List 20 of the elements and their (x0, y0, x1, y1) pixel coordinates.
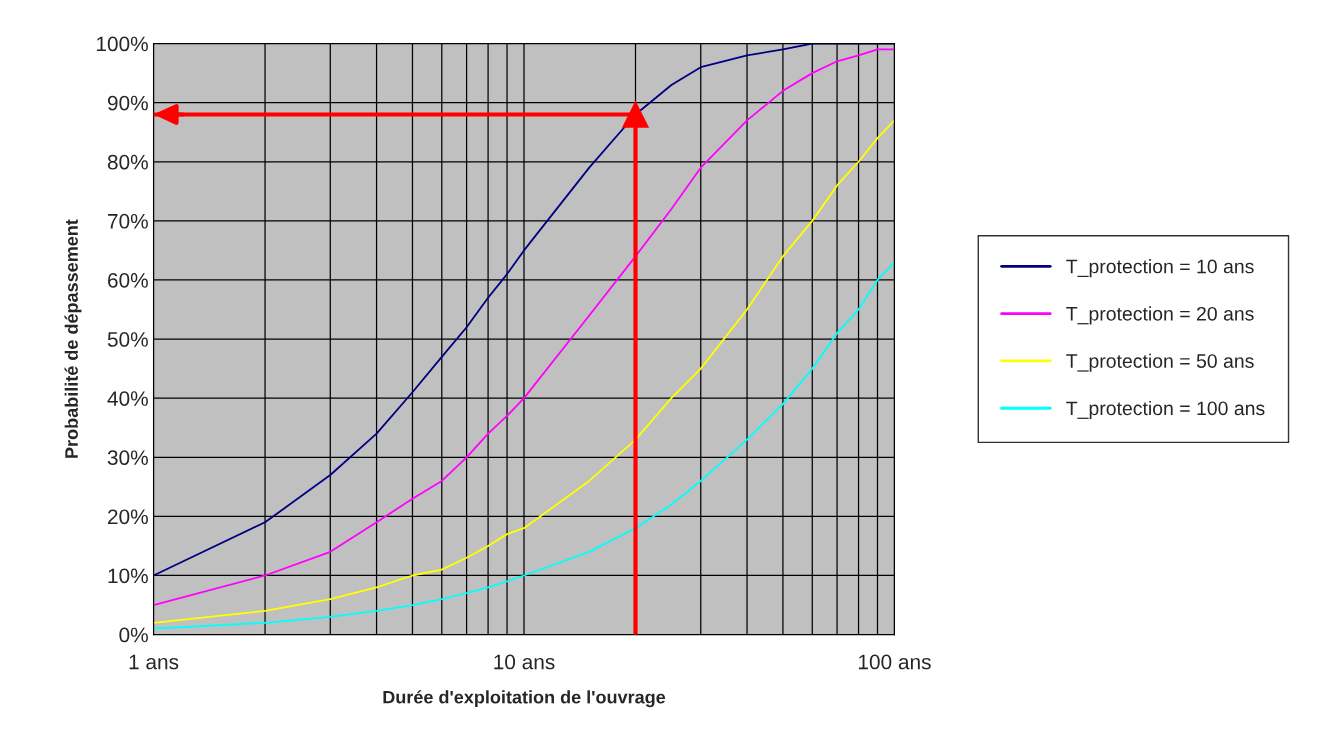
y-tick-label: 80% (107, 154, 148, 170)
y-tick-label: 0% (119, 627, 148, 643)
x-axis-title: Durée d'exploitation de l'ouvrage (383, 690, 666, 708)
y-tick-label: 50% (107, 332, 148, 347)
y-tick-label: 20% (108, 509, 148, 525)
x-tick-label: 100 ans (858, 654, 931, 670)
y-tick-label: 40% (107, 391, 148, 406)
x-tick-label: 10 ans (494, 654, 555, 670)
y-axis-title: Probabilité de dépassement (64, 219, 82, 458)
y-tick-label: 70% (108, 213, 148, 229)
y-tick-label: 10% (108, 568, 148, 584)
legend-label: T_protection = 100 ans (1066, 400, 1265, 420)
y-tick-label: 30% (107, 450, 148, 466)
legend-label: T_protection = 50 ans (1066, 353, 1254, 372)
y-tick-label: 100% (96, 36, 148, 52)
y-tick-label: 90% (107, 95, 148, 111)
legend-label: T_protection = 20 ans (1066, 306, 1254, 325)
y-tick-label: 60% (108, 272, 148, 288)
x-tick-label: 1 ans (129, 654, 179, 670)
legend-label: T_protection = 10 ans (1066, 259, 1254, 278)
